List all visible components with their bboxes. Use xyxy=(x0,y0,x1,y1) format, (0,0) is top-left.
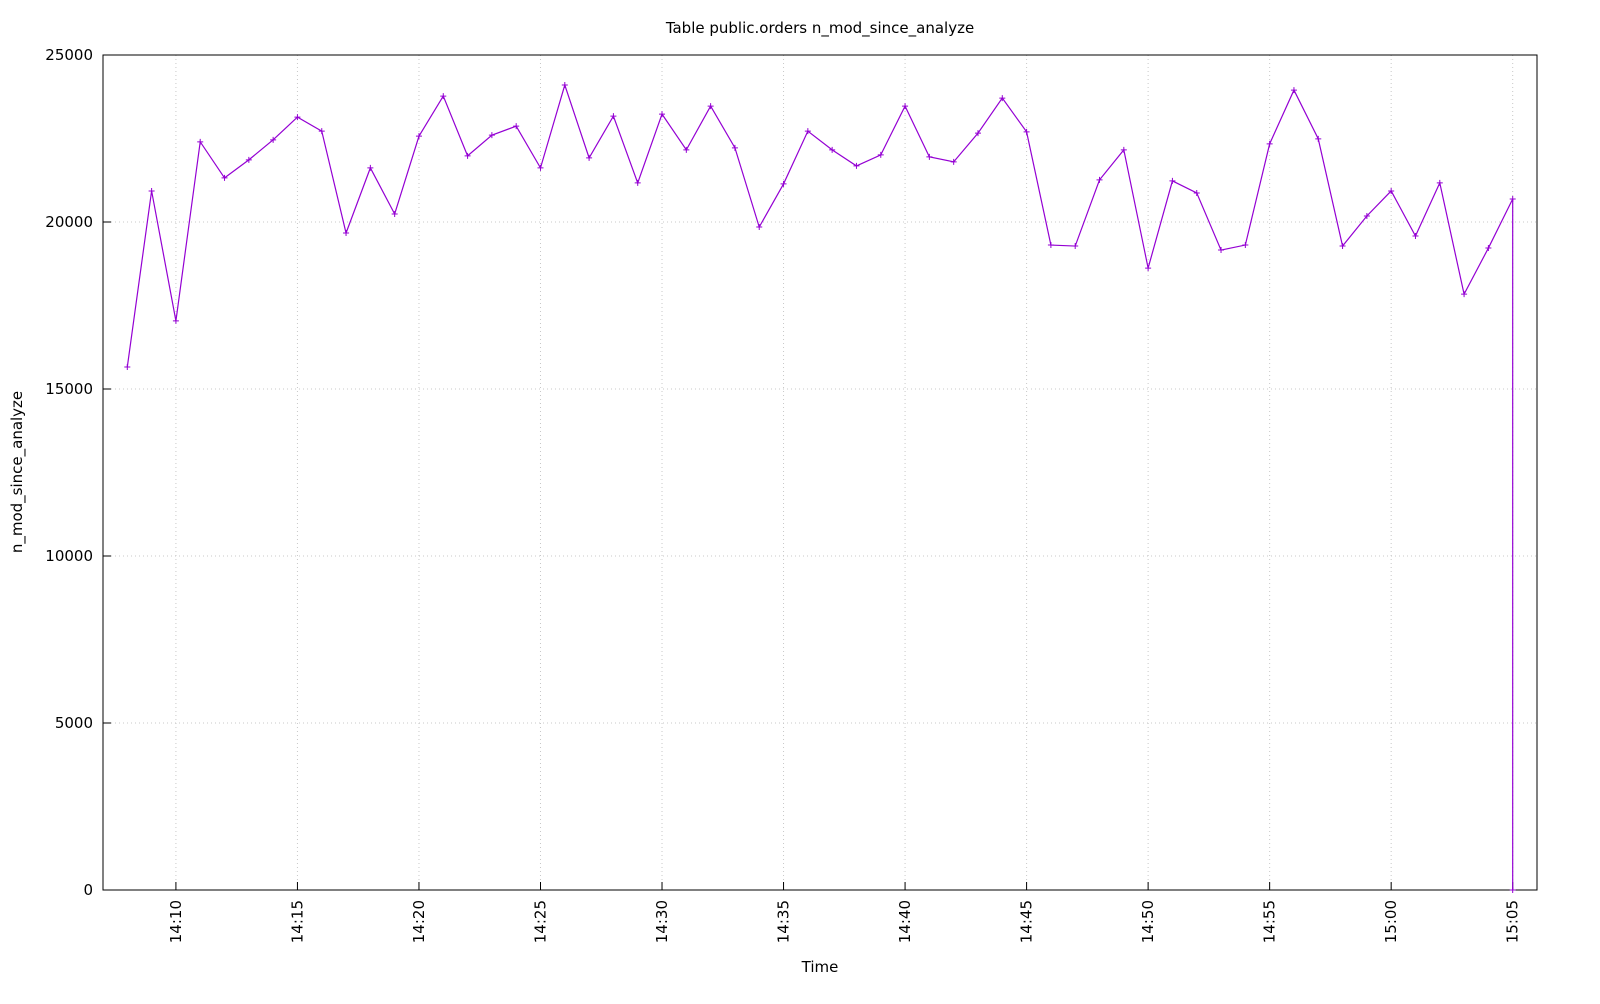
x-tick-label: 15:00 xyxy=(1382,900,1400,943)
data-point xyxy=(1096,176,1103,183)
data-point xyxy=(172,317,179,324)
y-tick-label: 5000 xyxy=(55,714,93,732)
data-point xyxy=(343,230,350,237)
chart-title: Table public.orders n_mod_since_analyze xyxy=(665,19,974,38)
data-point xyxy=(926,153,933,160)
data-point xyxy=(756,224,763,231)
x-tick-label: 14:50 xyxy=(1139,900,1157,943)
data-point xyxy=(634,179,641,186)
data-point xyxy=(999,95,1006,102)
x-tick-label: 14:10 xyxy=(167,900,185,943)
data-point xyxy=(294,114,301,121)
data-point xyxy=(464,152,471,159)
data-point xyxy=(1315,135,1322,142)
data-point xyxy=(1509,887,1516,893)
data-point xyxy=(1193,189,1200,196)
data-point xyxy=(610,113,617,120)
data-point xyxy=(124,363,131,370)
x-tick-label: 14:20 xyxy=(410,900,428,943)
data-point xyxy=(318,128,325,135)
x-axis-label: Time xyxy=(801,958,839,976)
data-point xyxy=(1485,245,1492,252)
data-point xyxy=(950,158,957,165)
data-point xyxy=(829,146,836,153)
data-point xyxy=(1145,265,1152,272)
data-point xyxy=(488,132,495,139)
data-point xyxy=(197,138,204,145)
data-point xyxy=(780,180,787,187)
data-point xyxy=(391,210,398,217)
x-tick-label: 14:55 xyxy=(1261,900,1279,943)
y-tick-label: 0 xyxy=(83,881,93,899)
data-point xyxy=(1266,140,1273,147)
data-point xyxy=(148,187,155,194)
y-tick-label: 10000 xyxy=(45,547,93,565)
data-point xyxy=(221,174,228,181)
data-point xyxy=(1339,243,1346,250)
data-point xyxy=(877,151,884,158)
data-point xyxy=(1461,291,1468,298)
data-point xyxy=(440,93,447,100)
data-point xyxy=(1023,128,1030,135)
plot-frame xyxy=(102,54,1538,891)
data-point xyxy=(586,154,593,161)
data-point xyxy=(367,164,374,171)
data-point xyxy=(1242,242,1249,249)
x-tick-label: 14:15 xyxy=(288,900,306,943)
x-tick-label: 14:40 xyxy=(896,900,914,943)
x-tick-label: 14:25 xyxy=(531,900,549,943)
data-point xyxy=(1509,195,1516,202)
data-point xyxy=(537,164,544,171)
data-point xyxy=(1388,187,1395,194)
data-point xyxy=(1436,179,1443,186)
x-tick-label: 15:05 xyxy=(1504,900,1522,943)
data-point xyxy=(1412,233,1419,240)
data-point xyxy=(1290,87,1297,94)
data-point xyxy=(1218,247,1225,254)
y-tick-label: 20000 xyxy=(45,213,93,231)
data-point xyxy=(683,146,690,153)
data-point xyxy=(1169,177,1176,184)
data-point xyxy=(1363,212,1370,219)
data-point xyxy=(707,103,714,110)
x-tick-label: 14:45 xyxy=(1018,900,1036,943)
data-point xyxy=(731,144,738,151)
data-point xyxy=(1120,146,1127,153)
data-point xyxy=(659,111,666,118)
data-point xyxy=(561,82,568,89)
data-point xyxy=(804,128,811,135)
y-tick-label: 15000 xyxy=(45,380,93,398)
data-point xyxy=(513,123,520,130)
data-point xyxy=(974,130,981,137)
data-point xyxy=(270,136,277,143)
data-line xyxy=(126,83,1514,890)
data-point xyxy=(853,162,860,169)
data-point xyxy=(902,103,909,110)
y-axis-label: n_mod_since_analyze xyxy=(8,391,27,553)
x-tick-label: 14:30 xyxy=(653,900,671,943)
data-point xyxy=(1047,242,1054,249)
data-point xyxy=(245,156,252,163)
y-tick-label: 25000 xyxy=(45,46,93,64)
data-point xyxy=(1072,243,1079,250)
x-tick-label: 14:35 xyxy=(775,900,793,943)
data-point xyxy=(415,133,422,140)
